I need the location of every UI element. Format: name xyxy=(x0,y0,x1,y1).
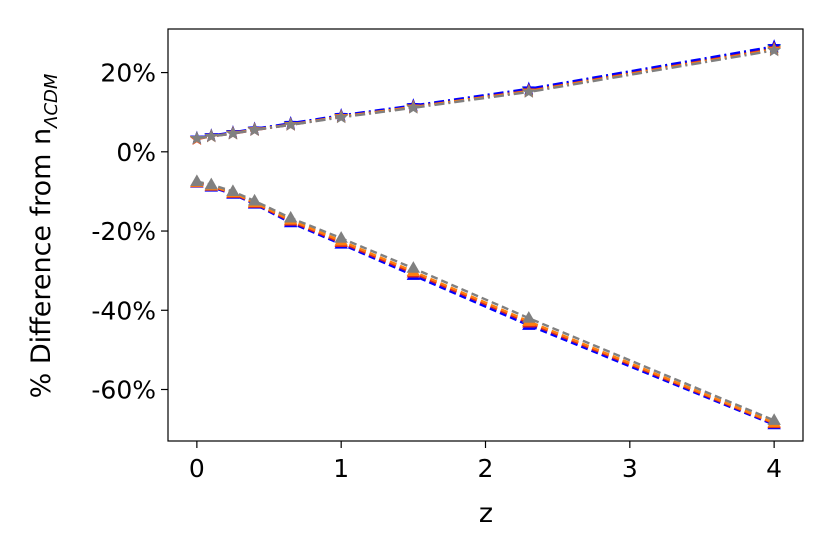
series-line xyxy=(196,49,775,140)
y-axis-label: % Difference from nΛCDM xyxy=(26,73,62,398)
star-marker xyxy=(247,122,262,136)
x-tick-label: 4 xyxy=(766,454,782,483)
series-upper-4 xyxy=(189,42,782,145)
star-marker xyxy=(334,110,349,124)
y-tick-label: 20% xyxy=(100,59,156,88)
triangle-marker xyxy=(247,193,262,206)
x-axis-ticks: 0 1 2 3 4 xyxy=(189,441,782,483)
triangle-marker xyxy=(406,261,421,273)
series-upper-1 xyxy=(189,39,782,145)
star-marker xyxy=(204,129,219,143)
series-line xyxy=(196,45,775,140)
plot-frame xyxy=(167,28,804,442)
star-marker xyxy=(225,126,240,140)
y-tick-label: -60% xyxy=(91,376,156,405)
series-upper-3 xyxy=(189,41,782,146)
star-marker xyxy=(521,84,536,98)
x-tick-label: 1 xyxy=(333,454,349,483)
triangle-marker xyxy=(767,413,781,425)
series-layer xyxy=(189,39,782,430)
y-tick-label: -20% xyxy=(91,217,156,246)
series-lower-9 xyxy=(190,174,781,425)
series-upper-5 xyxy=(189,43,782,145)
y-axis-ticks: 20% 0% -20% -40% -60% xyxy=(91,59,168,405)
star-marker xyxy=(406,100,421,114)
triangle-marker xyxy=(334,231,348,243)
x-tick-label: 0 xyxy=(189,454,205,483)
star-marker xyxy=(283,117,298,131)
triangle-marker xyxy=(522,311,536,323)
y-axis-label-main: % Difference from n xyxy=(26,128,57,399)
x-tick-label: 3 xyxy=(622,454,638,483)
x-axis-label: z xyxy=(479,498,493,529)
x-tick-label: 2 xyxy=(478,454,494,483)
triangle-marker xyxy=(204,177,218,190)
triangle-marker xyxy=(283,210,298,223)
y-axis-label-subscript: ΛCDM xyxy=(41,73,62,130)
star-marker xyxy=(767,43,782,57)
triangle-marker xyxy=(190,174,204,187)
y-tick-label: -40% xyxy=(91,296,156,325)
triangle-marker xyxy=(226,184,240,196)
y-tick-label: 0% xyxy=(116,138,156,167)
plot-area-border xyxy=(167,28,804,442)
star-marker xyxy=(189,131,204,145)
